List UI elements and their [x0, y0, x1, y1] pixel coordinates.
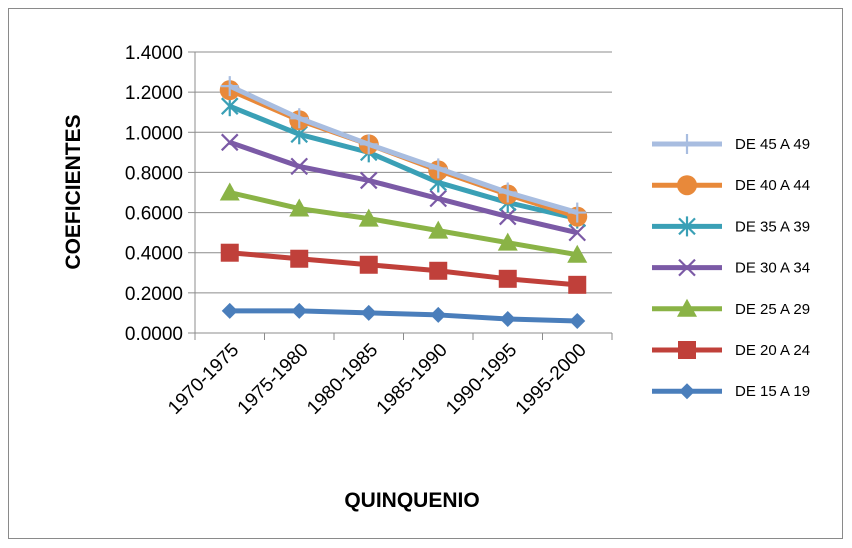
data-point [360, 304, 377, 321]
legend-label: DE 40 A 44 [735, 177, 810, 194]
data-point [359, 255, 378, 274]
legend-marker [678, 341, 696, 359]
y-tick-label: 1.2000 [125, 83, 183, 104]
legend-label: DE 20 A 24 [735, 342, 810, 359]
legend-label: DE 45 A 49 [735, 136, 810, 153]
x-tick-label: 1970-1975 [164, 340, 243, 419]
x-tick-label: 1980-1985 [303, 340, 382, 419]
y-axis-title: COEFICIENTES [62, 114, 85, 269]
series-line [229, 250, 578, 288]
y-tick-label: 1.4000 [125, 43, 183, 64]
data-point [220, 76, 239, 97]
legend-label: DE 30 A 34 [735, 260, 810, 277]
data-point [221, 302, 238, 319]
data-point [290, 249, 309, 268]
x-axis-title: QUINQUENIO [344, 489, 479, 512]
data-point [497, 232, 518, 251]
data-point [568, 275, 587, 294]
data-point [568, 202, 587, 223]
legend-label: DE 15 A 19 [735, 383, 810, 400]
data-point [220, 243, 239, 262]
data-point [290, 157, 309, 176]
data-point [498, 269, 517, 288]
y-tick-label: 0.2000 [125, 284, 183, 305]
legend-label: DE 35 A 39 [735, 218, 810, 235]
x-tick-label: 1990-1995 [442, 340, 521, 419]
y-tick-label: 0.6000 [125, 204, 183, 225]
data-point [359, 171, 378, 190]
y-tick-label: 0.8000 [125, 163, 183, 184]
data-point [429, 261, 448, 280]
data-point [569, 312, 586, 329]
chart-frame [8, 8, 843, 539]
data-point [498, 182, 517, 203]
data-point [289, 198, 310, 217]
x-tick-label: 1975-1980 [234, 340, 313, 419]
data-point [429, 189, 448, 208]
data-point [358, 208, 379, 227]
data-point [220, 133, 239, 152]
series-line [229, 190, 578, 258]
y-tick-label: 1.0000 [125, 123, 183, 144]
data-point [429, 158, 448, 179]
series-line [228, 103, 578, 222]
x-tick-label: 1995-2000 [512, 340, 591, 419]
data-point [498, 207, 517, 226]
legend-marker [677, 298, 697, 317]
legend-marker [679, 383, 695, 400]
legend-marker [677, 175, 697, 196]
series-line [229, 308, 578, 324]
legend-marker [678, 134, 696, 154]
legend-marker [678, 216, 696, 237]
legend-label: DE 25 A 29 [735, 301, 810, 318]
data-point [290, 108, 309, 129]
data-point [567, 244, 588, 263]
data-point [430, 306, 447, 323]
series-line [228, 83, 578, 215]
x-tick-label: 1985-1990 [373, 340, 452, 419]
data-point [499, 310, 516, 327]
data-point [428, 220, 449, 239]
data-point [219, 182, 240, 201]
y-tick-label: 0.4000 [125, 244, 183, 265]
y-tick-label: 0.0000 [125, 324, 183, 345]
data-point [359, 134, 378, 155]
data-point [291, 302, 308, 319]
data-point [568, 223, 587, 242]
legend-marker [678, 258, 696, 277]
series-line [228, 139, 578, 236]
